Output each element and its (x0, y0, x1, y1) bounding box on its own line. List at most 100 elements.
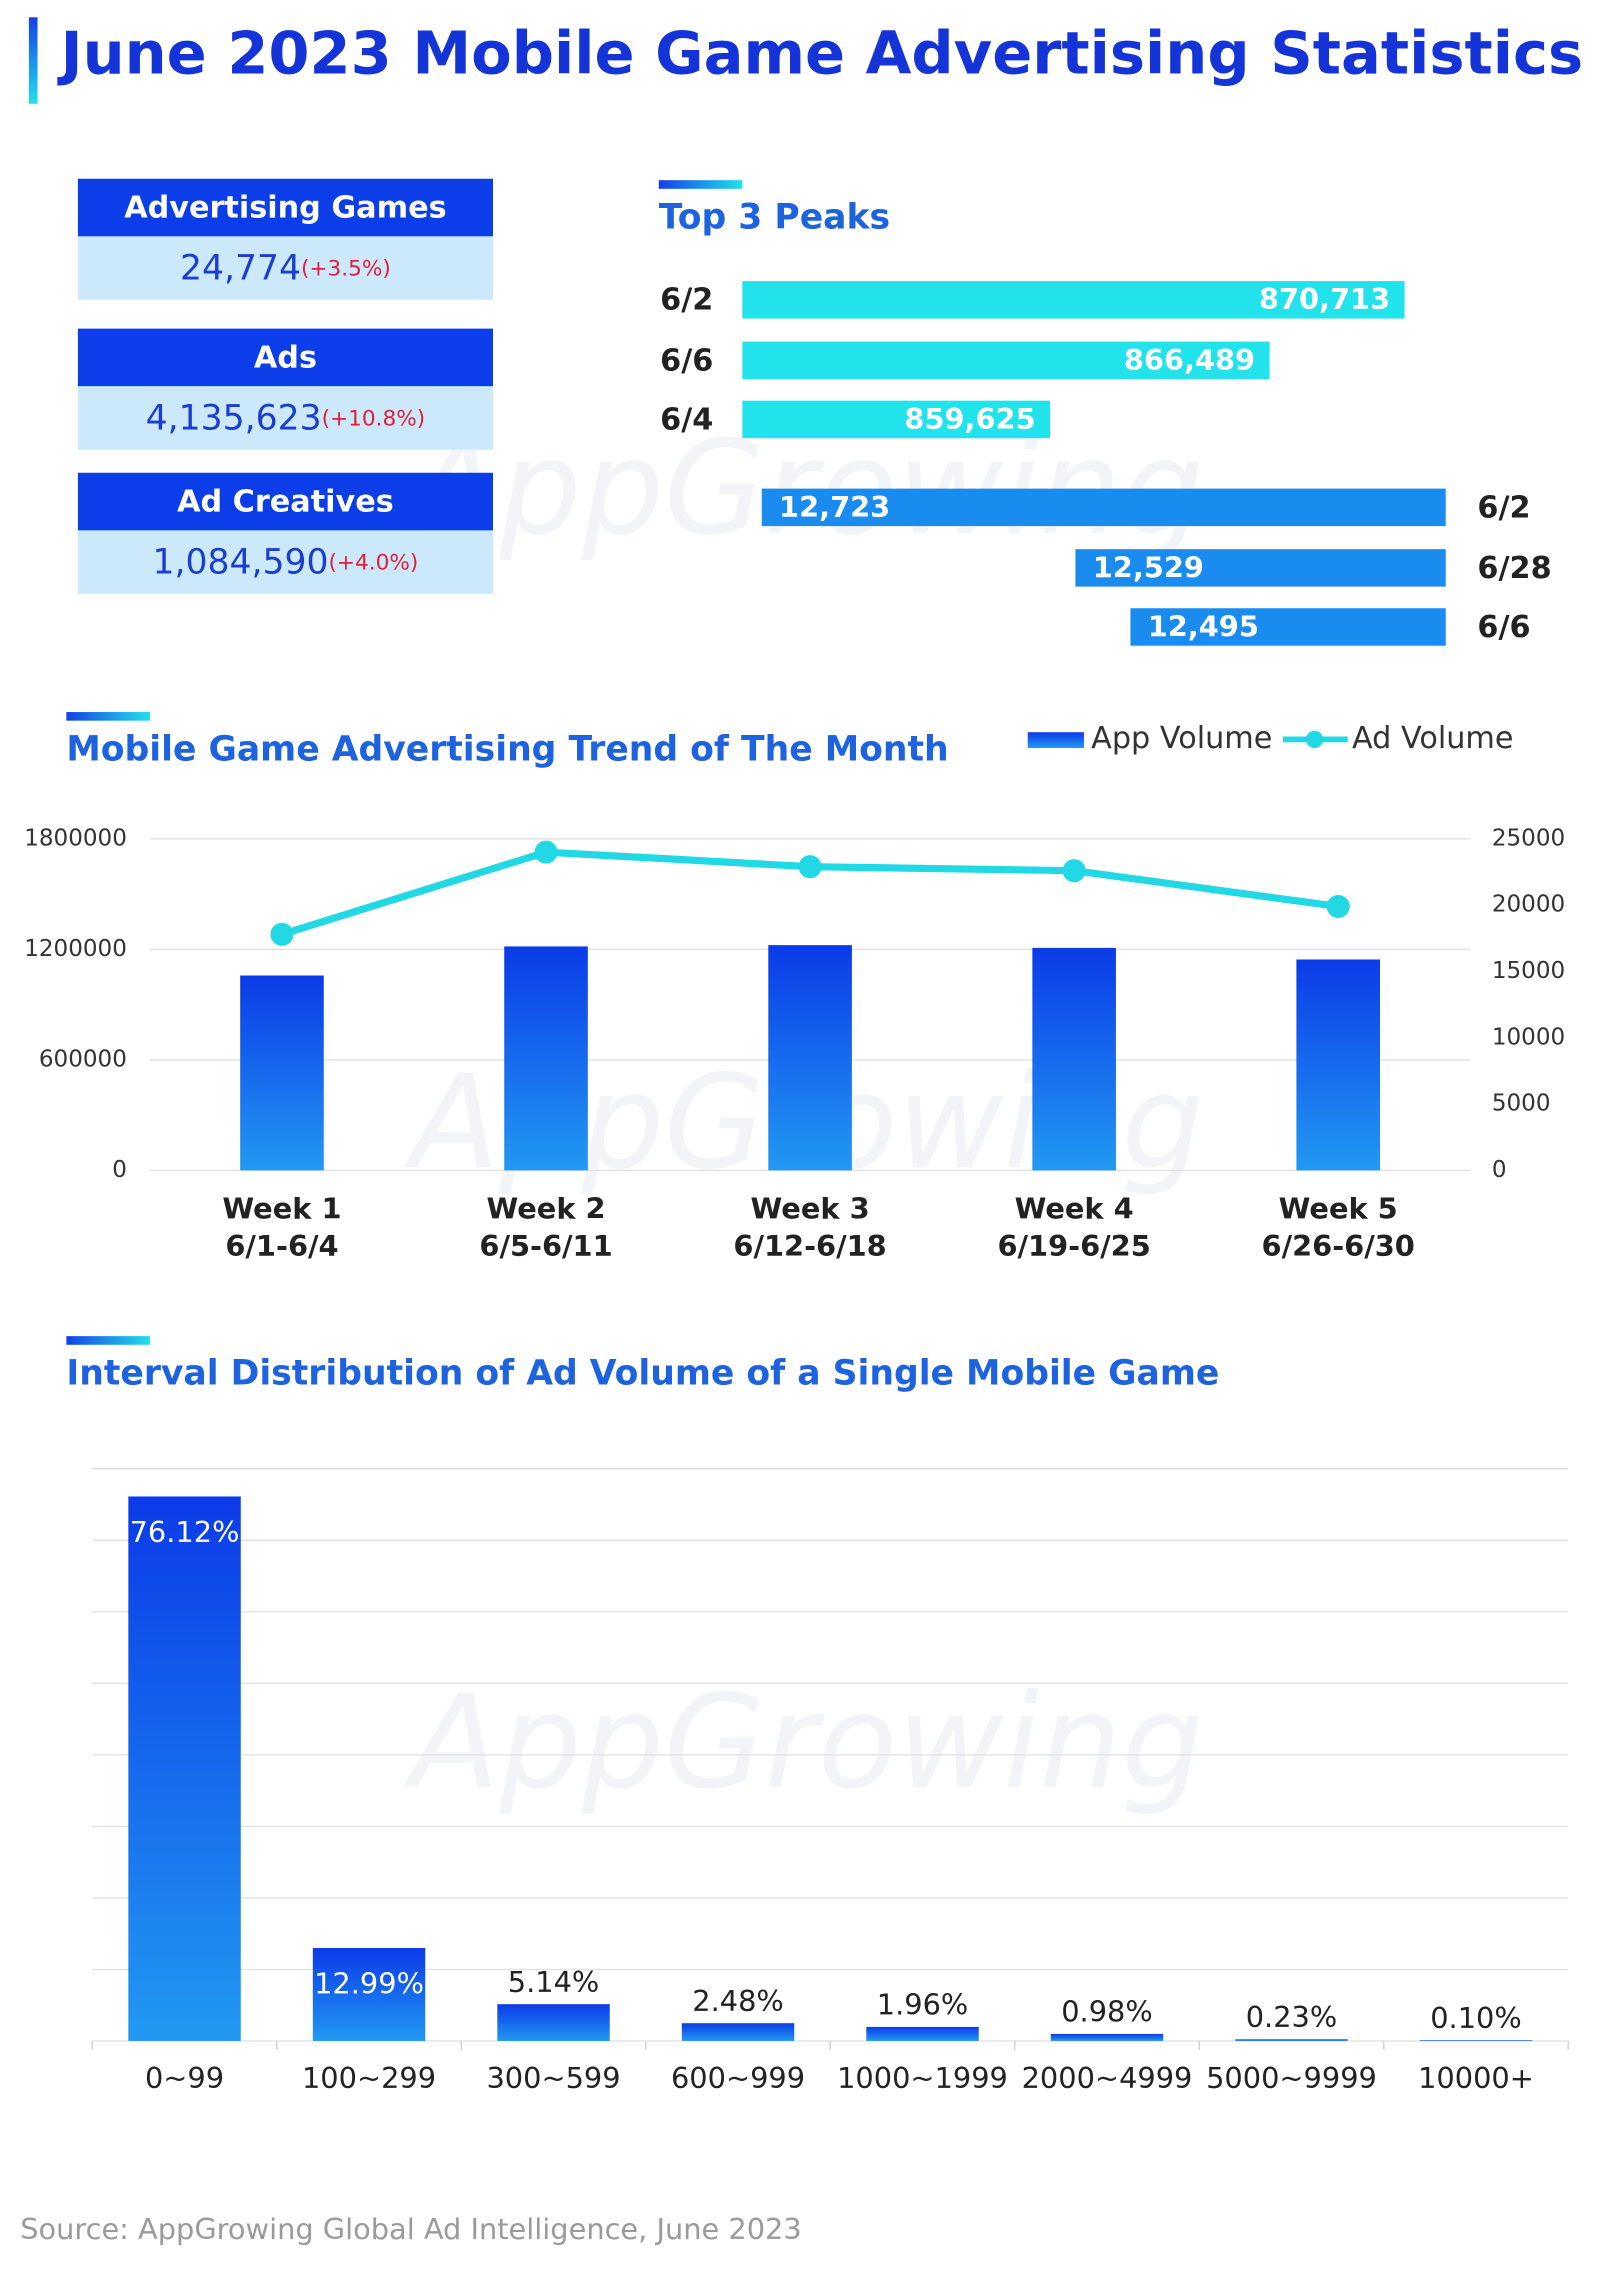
y2-tick-label: 0 (1492, 1157, 1507, 1183)
category-label: 6/6 (1477, 610, 1530, 645)
bar (504, 946, 588, 1171)
bar (1419, 2040, 1533, 2041)
stat-number: 24,774 (180, 248, 301, 288)
bar (742, 400, 1051, 439)
y2-tick-label: 5000 (1492, 1091, 1551, 1117)
x-tick-label: 6/26-6/30 (1262, 1229, 1415, 1263)
bar (1050, 2033, 1164, 2041)
category-label: 6/4 (660, 402, 713, 437)
y2-tick-label: 25000 (1492, 825, 1565, 851)
x-tick-label: Week 4 (1015, 1192, 1134, 1226)
x-tick-label: Week 5 (1279, 1192, 1398, 1226)
bar (1130, 608, 1446, 646)
section-accent (658, 180, 743, 189)
x-tick-label: 1000~1999 (837, 2061, 1008, 2095)
stat-body (77, 236, 493, 300)
x-tick-label: 0~99 (145, 2061, 224, 2095)
section-title: Mobile Game Advertising Trend of The Mon… (66, 729, 948, 769)
y-tick-label: 0 (112, 1157, 127, 1183)
stat-body (77, 530, 493, 594)
category-label: 6/2 (1477, 490, 1530, 525)
bar (742, 341, 1270, 380)
stat-change: (+10.8%) (322, 406, 426, 431)
bar (742, 281, 1405, 319)
x-tick-label: 10000+ (1418, 2061, 1534, 2095)
bar (240, 975, 324, 1171)
bar (768, 945, 852, 1171)
bar-value-label: 870,713 (1259, 282, 1390, 316)
bar-value-label: 5.14% (508, 1965, 600, 1999)
watermark: AppGrowing (404, 1667, 1204, 1818)
category-label: 6/6 (660, 343, 713, 378)
bar (312, 1948, 426, 2041)
bar-value-label: 1.96% (877, 1988, 969, 2022)
section-title: Top 3 Peaks (659, 198, 890, 238)
x-tick-label: 600~999 (671, 2061, 805, 2095)
bar (1032, 947, 1116, 1171)
page-title: June 2023 Mobile Game Advertising Statis… (57, 19, 1584, 88)
bar-value-label: 866,489 (1124, 343, 1255, 377)
x-tick-label: 6/19-6/25 (997, 1229, 1150, 1263)
x-tick-label: 6/12-6/18 (733, 1229, 886, 1263)
x-tick-label: 6/1-6/4 (225, 1229, 338, 1263)
stat-label: Advertising Games (124, 190, 446, 225)
stat-change: (+4.0%) (328, 551, 418, 576)
bar (866, 2026, 979, 2041)
point (1326, 894, 1350, 919)
bar-value-label: 12,529 (1093, 550, 1204, 584)
y2-tick-label: 20000 (1492, 892, 1565, 918)
x-tick-label: 100~299 (302, 2061, 436, 2095)
section-title: Interval Distribution of Ad Volume of a … (66, 1354, 1219, 1394)
bar-value-label: 0.98% (1061, 1995, 1153, 2029)
category-label: 6/2 (660, 283, 713, 318)
stat-number: 4,135,623 (146, 398, 322, 438)
point (1062, 859, 1086, 883)
stat-value: 4,135,623(+10.8%) (146, 398, 426, 438)
stat-value: 1,084,590(+4.0%) (153, 542, 419, 582)
bar-value-label: 0.23% (1246, 2000, 1338, 2034)
section-accent (66, 1336, 150, 1345)
legend-label: Ad Volume (1352, 721, 1514, 756)
x-tick-label: 5000~9999 (1206, 2061, 1377, 2095)
category-label: 6/28 (1477, 551, 1551, 586)
bar (128, 1496, 241, 2041)
section-accent (66, 712, 150, 721)
y-tick-label: 1800000 (24, 825, 127, 851)
bar (761, 488, 1446, 527)
title-accent (28, 17, 38, 104)
bar-value-label: 0.10% (1430, 2001, 1522, 2035)
bar (1075, 549, 1446, 587)
stat-body (77, 386, 493, 450)
stat-header (77, 472, 493, 531)
point (534, 840, 558, 864)
stat-label: Ad Creatives (177, 485, 394, 520)
point (798, 855, 822, 879)
stat-header (77, 178, 493, 237)
stat-label: Ads (254, 340, 317, 375)
x-tick-label: Week 2 (486, 1192, 605, 1226)
y-tick-label: 600000 (39, 1046, 127, 1072)
bar-value-label: 2.48% (692, 1984, 784, 2018)
bar-value-label: 76.12% (130, 1515, 240, 1549)
bar-value-label: 859,625 (904, 402, 1035, 436)
x-tick-label: 6/5-6/11 (479, 1229, 612, 1263)
bar-value-label: 12,495 (1148, 609, 1259, 643)
bar (681, 2023, 795, 2041)
y-tick-label: 1200000 (24, 936, 127, 962)
bar (497, 2004, 610, 2041)
legend-label: App Volume (1091, 721, 1272, 756)
x-tick-label: 300~599 (486, 2061, 620, 2095)
bar-value-label: 12.99% (314, 1967, 424, 2001)
y2-tick-label: 10000 (1492, 1024, 1565, 1050)
stat-number: 1,084,590 (153, 542, 329, 582)
y2-tick-label: 15000 (1492, 958, 1565, 984)
point (270, 922, 294, 946)
stat-change: (+3.5%) (301, 257, 391, 282)
bar-value-label: 12,723 (779, 490, 890, 524)
x-tick-label: Week 1 (222, 1192, 341, 1226)
legend-swatch (1027, 732, 1084, 749)
source: Source: AppGrowing Global Ad Intelligenc… (20, 2212, 801, 2246)
stat-header (77, 328, 493, 387)
